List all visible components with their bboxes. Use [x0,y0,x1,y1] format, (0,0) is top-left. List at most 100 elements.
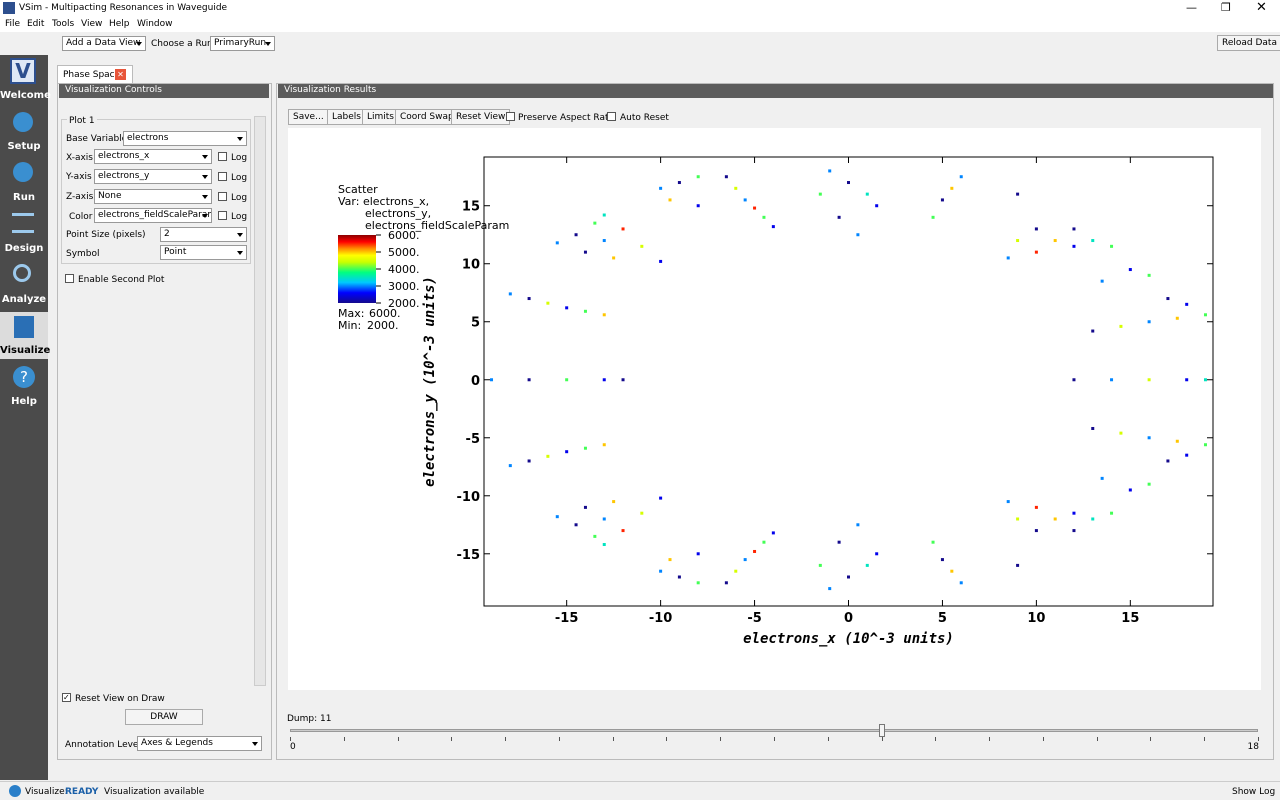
status-state: READY [65,787,99,797]
sidebar-label[interactable]: Design [4,243,44,254]
show-log[interactable]: Show Log [1232,787,1276,797]
point [659,259,663,263]
xaxis-dropdown[interactable]: electrons_x [94,149,212,164]
window-title: VSim - Multipacting Resonances in Wavegu… [19,3,228,13]
sidebar-label[interactable]: Run [13,192,35,203]
point [602,517,606,521]
symbol-dropdown[interactable]: Point [160,245,247,260]
log-checkbox[interactable] [218,172,227,181]
visualize-icon[interactable] [14,316,34,338]
menu-item[interactable]: File [5,19,21,29]
status-icon [9,785,21,797]
slider-min: 0 [290,742,296,752]
colorbar-label: 3000. [388,280,420,293]
analyze-icon[interactable] [13,264,31,282]
zaxis-dropdown[interactable]: None [94,189,212,204]
field-label: Z-axis [66,192,94,202]
preserve-checkbox[interactable] [506,112,515,121]
x-tick-label: -15 [555,611,579,626]
tool-button[interactable]: Reset View [451,109,511,125]
point [1053,517,1057,521]
status-bar: Visualize: READY Visualization available… [0,781,1280,800]
sidebar-label[interactable]: Welcome [0,90,51,101]
field-label: Annotation Level: [65,740,145,750]
point [828,587,832,591]
slider-tick [1150,737,1152,741]
dump-value: 11 [320,714,332,724]
point [1100,476,1104,480]
log-checkbox[interactable] [218,211,227,220]
tool-button[interactable]: Labels [327,109,366,125]
point [593,221,597,225]
close[interactable]: ✕ [1256,0,1267,15]
minimize[interactable]: — [1186,1,1197,14]
tool-button[interactable]: Limits [362,109,399,125]
x-tick-label: 0 [844,611,853,626]
point [734,186,738,190]
auto-reset-checkbox[interactable] [607,112,616,121]
menu-item[interactable]: Help [109,19,130,29]
data-view-dropdown[interactable]: Add a Data View [62,36,146,51]
point [1091,426,1095,430]
point [762,215,766,219]
dump-text: Dump: [287,714,318,724]
point [1166,459,1170,463]
design-icon[interactable] [12,213,34,233]
draw-button[interactable]: DRAW [125,709,203,725]
run-icon[interactable] [13,162,33,182]
log-checkbox[interactable] [218,152,227,161]
setup-icon[interactable] [13,112,33,132]
tool-button[interactable]: Coord Swap [395,109,459,125]
point [1147,378,1151,382]
point [818,563,822,567]
log-label: Log [231,193,248,203]
sidebar-label[interactable]: Setup [7,141,41,152]
point [583,250,587,254]
slider-tick [666,737,668,741]
point [583,446,587,450]
point [696,175,700,179]
log-checkbox[interactable] [218,192,227,201]
plot-group [61,119,251,264]
point [640,244,644,248]
scrollbar[interactable] [254,116,266,686]
welcome-icon[interactable]: V [10,58,36,84]
menu-item[interactable]: View [81,19,103,29]
sidebar-label[interactable]: Analyze [1,294,47,305]
point [1006,500,1010,504]
tool-button[interactable]: Save... [288,109,329,125]
status-message: Visualization available [104,787,205,797]
run-dropdown[interactable]: PrimaryRun [210,36,275,51]
color-dropdown[interactable]: electrons_fieldScaleParam [94,208,212,223]
point [1091,329,1095,333]
tab[interactable]: Phase Space ✕ [57,65,133,83]
point [555,515,559,519]
menu-item[interactable]: Edit [27,19,45,29]
second-plot-checkbox[interactable] [65,274,74,283]
tab-close[interactable]: ✕ [115,69,126,80]
colorbar-label: 5000. [388,246,420,259]
sidebar-label[interactable]: Visualize [0,345,51,356]
slider-thumb[interactable] [878,724,885,737]
help-icon[interactable]: ? [13,366,35,388]
yaxis-dropdown[interactable]: electrons_y [94,169,212,184]
reload-button[interactable]: Reload Data [1217,35,1280,51]
slider-tick [505,737,507,741]
point [724,175,728,179]
annotation-dropdown[interactable]: Axes & Legends [137,736,262,751]
point [1119,431,1123,435]
menu-item[interactable]: Tools [52,19,75,29]
point [1119,324,1123,328]
point [828,169,832,173]
maximize[interactable]: ❐ [1221,1,1231,14]
point [1034,250,1038,254]
point-size-input[interactable]: 2 [160,227,247,242]
sidebar-label[interactable]: Help [11,396,37,407]
point [1147,320,1151,324]
base-dropdown[interactable]: electrons [123,131,247,146]
reset-checkbox[interactable]: ✓ [62,693,71,702]
menu-item[interactable]: Window [137,19,173,29]
slider-tick [1096,737,1098,741]
plot-background [288,128,1261,690]
legend-min-label: Min: [338,319,361,332]
